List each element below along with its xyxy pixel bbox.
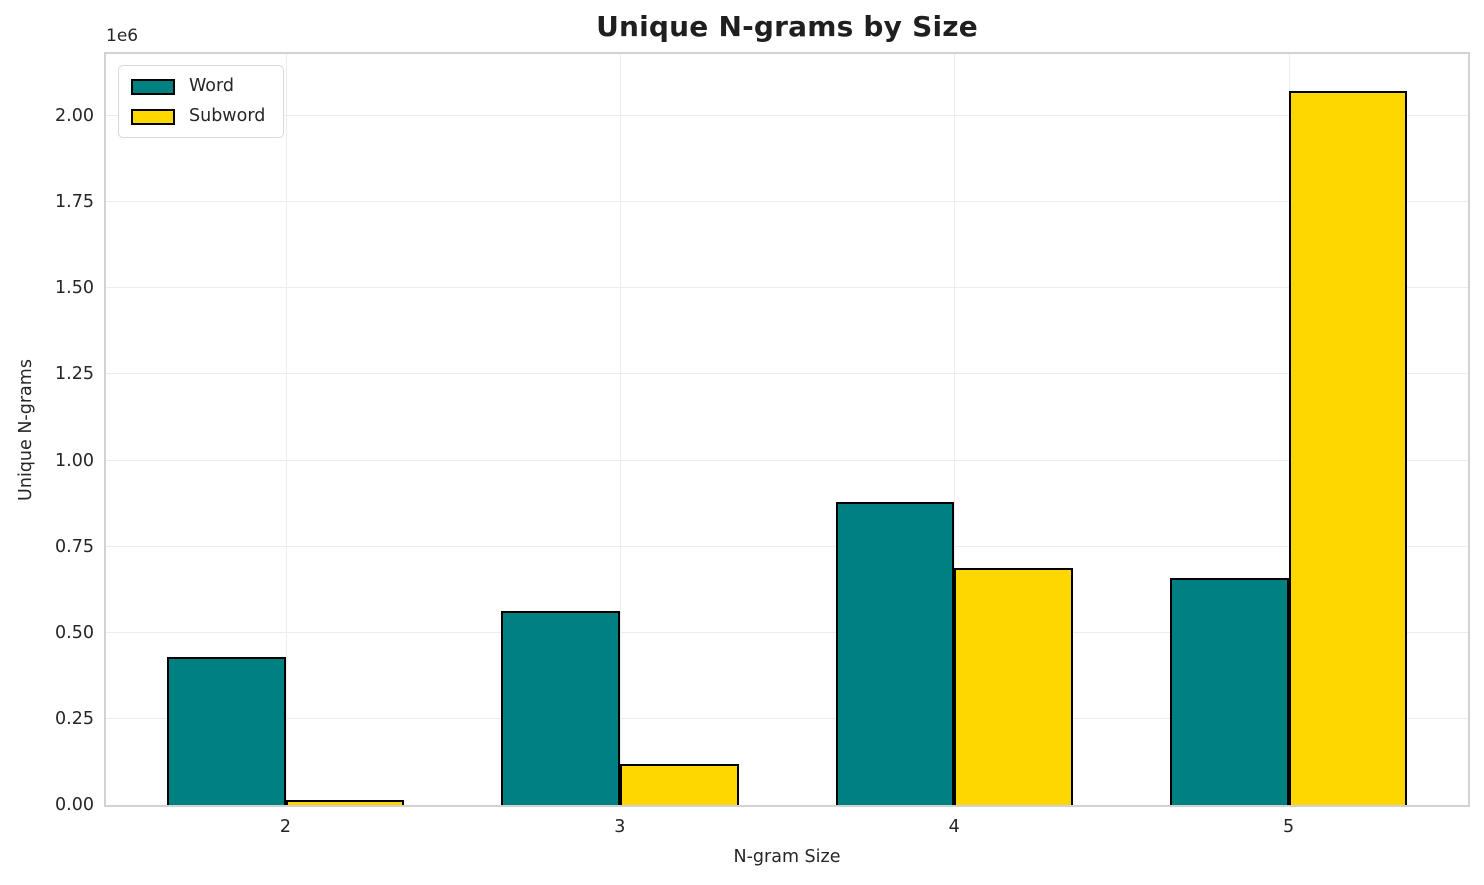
- bar-word-3: [501, 611, 620, 805]
- y-gridline-1.00: [106, 459, 1468, 461]
- y-tick-label-0.50: 0.50: [55, 622, 94, 643]
- bar-word-5: [1169, 578, 1289, 805]
- x-tick-label-3: 3: [614, 817, 626, 837]
- legend-swatch-subword: [131, 108, 175, 125]
- y-tick-label-0.00: 0.00: [55, 795, 94, 815]
- x-gridline-3: [619, 54, 621, 805]
- legend-label-word: Word: [189, 76, 234, 96]
- bar-word-4: [835, 501, 955, 805]
- legend-label-subword: Subword: [189, 106, 266, 126]
- bar-word-2: [166, 656, 286, 805]
- x-axis-label: N-gram Size: [733, 847, 841, 867]
- y-tick-label-1.00: 1.00: [55, 450, 94, 471]
- x-tick-label-2: 2: [279, 817, 292, 837]
- y-tick-label-1.25: 1.25: [55, 364, 94, 385]
- legend-entry-subword: Subword: [131, 106, 265, 127]
- y-gridline-1.75: [106, 201, 1468, 203]
- y-tick-label-0.25: 0.25: [55, 708, 94, 729]
- y-tick-label-1.50: 1.50: [55, 278, 94, 299]
- bar-subword-5: [1288, 91, 1408, 805]
- x-gridline-2: [285, 54, 287, 805]
- chart-title: Unique N-grams by Size: [596, 10, 978, 43]
- y-gridline-2.00: [106, 115, 1468, 117]
- legend-swatch-word: [131, 78, 175, 95]
- y-tick-label-1.75: 1.75: [55, 192, 94, 213]
- y-axis-label: Unique N-grams: [16, 359, 36, 501]
- y-tick-label-2.00: 2.00: [55, 106, 94, 127]
- bar-subword-3: [619, 764, 739, 805]
- x-tick-label-5: 5: [1283, 817, 1295, 837]
- y-gridline-0.50: [106, 631, 1468, 633]
- bar-subword-2: [285, 800, 405, 805]
- plot-area: 0.00 0.25 0.50 0.75 1.00 1.25 1.50 1.75 2.00 2 3 4…: [55, 52, 1470, 837]
- bar-subword-4: [954, 568, 1073, 805]
- y-gridline-1.50: [106, 287, 1468, 289]
- y-axis-offset-label: 1e6: [106, 26, 139, 46]
- legend: Word Subword: [118, 65, 285, 138]
- x-gridline-4: [954, 54, 956, 805]
- y-gridline-0.25: [106, 717, 1468, 719]
- y-tick-label-0.75: 0.75: [55, 536, 94, 557]
- legend-entry-word: Word: [131, 76, 265, 97]
- x-tick-label-4: 4: [948, 817, 960, 837]
- y-gridline-1.25: [106, 373, 1468, 375]
- y-gridline-0.75: [106, 545, 1468, 547]
